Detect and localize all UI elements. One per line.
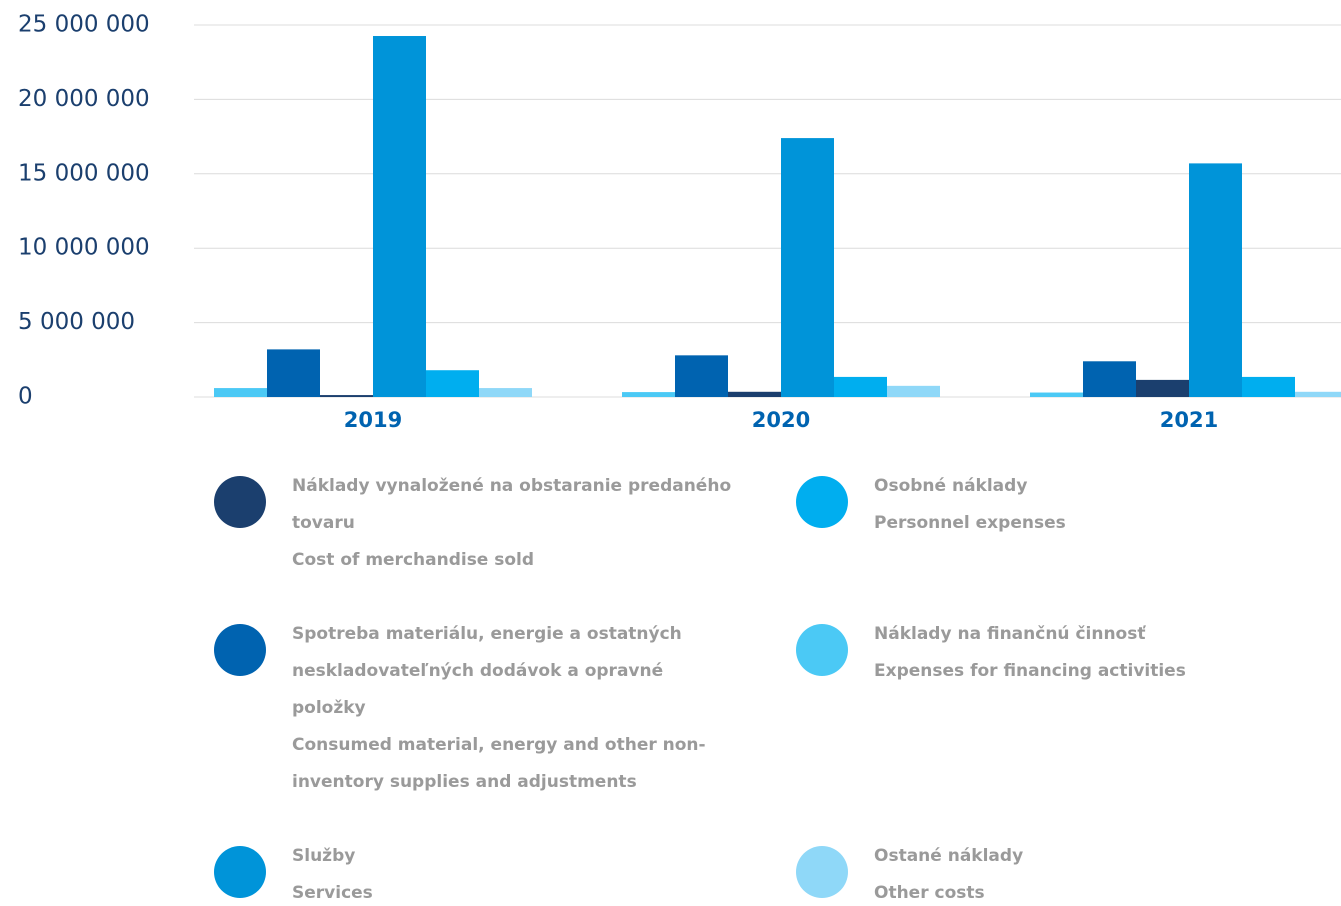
legend-item: Náklady na finančnú činnosť Expenses for … bbox=[796, 616, 1296, 801]
legend-swatch bbox=[796, 624, 848, 676]
legend-label: Spotreba materiálu, energie a ostatných … bbox=[292, 624, 682, 718]
bar bbox=[479, 388, 532, 397]
bar bbox=[320, 395, 373, 397]
legend-label-en: Expenses for financing activities bbox=[874, 661, 1186, 681]
bar bbox=[834, 376, 887, 397]
legend-label: Služby bbox=[292, 846, 356, 866]
legend-label-en: Other costs bbox=[874, 883, 985, 903]
bar bbox=[728, 391, 781, 397]
legend-text: Ostané náklady Other costs bbox=[874, 838, 1296, 906]
y-tick-label: 15 000 000 bbox=[18, 160, 150, 186]
bar bbox=[1083, 361, 1136, 397]
bar bbox=[1189, 163, 1242, 397]
legend-text: Osobné náklady Personnel expenses bbox=[874, 468, 1296, 542]
bar bbox=[214, 388, 267, 397]
bar bbox=[1136, 379, 1189, 397]
bar bbox=[267, 349, 320, 397]
y-tick-label: 0 bbox=[18, 384, 33, 410]
legend-swatch bbox=[214, 846, 266, 898]
legend-label-en: Consumed material, energy and other non-… bbox=[292, 735, 706, 792]
y-tick-label: 5 000 000 bbox=[18, 309, 135, 335]
legend: Náklady na finančnú činnosť Expenses for … bbox=[214, 468, 1296, 906]
y-tick-label: 25 000 000 bbox=[18, 12, 150, 38]
bar bbox=[622, 392, 675, 397]
legend-item: Spotreba materiálu, energie a ostatných … bbox=[214, 616, 796, 801]
y-tick-label: 20 000 000 bbox=[18, 86, 150, 112]
legend-swatch bbox=[796, 476, 848, 528]
legend-label: Náklady na finančnú činnosť bbox=[874, 624, 1146, 644]
x-tick-label: 2019 bbox=[344, 408, 402, 432]
x-tick-label: 2021 bbox=[1160, 408, 1218, 432]
legend-label: Náklady vynaložené na obstaranie predané… bbox=[292, 476, 732, 533]
bar bbox=[1295, 391, 1341, 397]
x-tick-label: 2020 bbox=[752, 408, 810, 432]
legend-text: Služby Services bbox=[292, 838, 742, 906]
bar bbox=[373, 36, 426, 397]
legend-swatch bbox=[214, 476, 266, 528]
bar bbox=[1242, 376, 1295, 397]
legend-label-en: Personnel expenses bbox=[874, 513, 1066, 533]
legend-label: Ostané náklady bbox=[874, 846, 1024, 866]
legend-item: Náklady vynaložené na obstaranie predané… bbox=[214, 468, 796, 579]
legend-label-en: Services bbox=[292, 883, 373, 903]
legend-label-en: Cost of merchandise sold bbox=[292, 550, 535, 570]
bar bbox=[781, 138, 834, 397]
legend-item: Služby Services bbox=[214, 838, 796, 906]
bar bbox=[1030, 392, 1083, 397]
legend-swatch bbox=[214, 624, 266, 676]
y-tick-label: 10 000 000 bbox=[18, 235, 150, 261]
legend-item: Ostané náklady Other costs bbox=[796, 838, 1296, 906]
legend-item: Osobné náklady Personnel expenses bbox=[796, 468, 1296, 579]
legend-text: Náklady na finančnú činnosť Expenses for … bbox=[874, 616, 1296, 690]
legend-swatch bbox=[796, 846, 848, 898]
bar bbox=[426, 370, 479, 397]
chart: 0 5 000 000 10 000 000 15 000 000 20 000 000… bbox=[18, 12, 1341, 432]
legend-text: Náklady vynaložené na obstaranie predané… bbox=[292, 468, 742, 579]
legend-label: Osobné náklady bbox=[874, 476, 1028, 496]
bar bbox=[887, 385, 940, 397]
legend-text: Spotreba materiálu, energie a ostatných … bbox=[292, 616, 742, 801]
bar bbox=[675, 355, 728, 397]
